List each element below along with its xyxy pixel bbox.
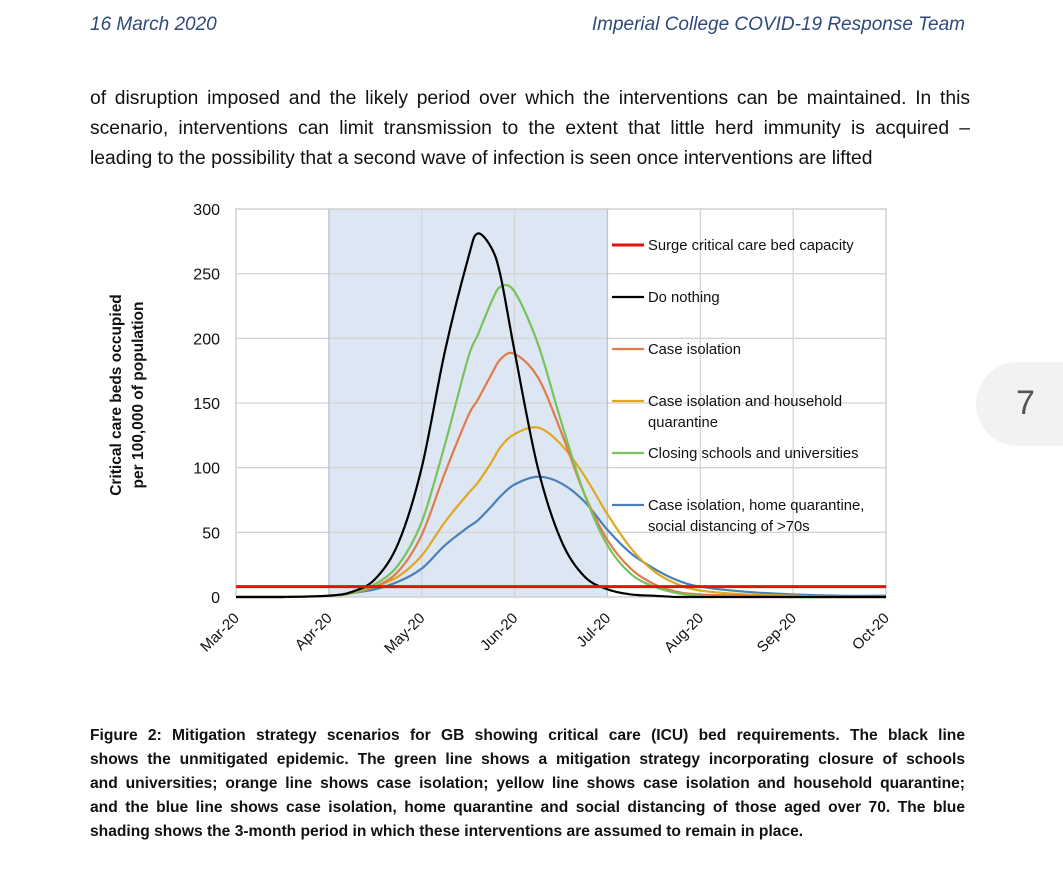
caption-line: shading shows the 3-month period in whic… [90,823,804,840]
legend-label: quarantine [648,415,718,431]
y-tick-label: 0 [211,590,220,607]
page-number: 7 [1016,384,1035,422]
header-organization: Imperial College COVID-19 Response Team [591,14,965,35]
x-tick-label: Jul-20 [573,610,614,651]
legend-label: Closing schools and universities [648,446,859,462]
x-tick-label: Aug-20 [661,610,707,656]
body-line: of disruption imposed and the likely per… [90,88,970,109]
y-tick-label: 200 [193,331,220,348]
legend-label: Surge critical care bed capacity [648,238,854,254]
legend-label: Case isolation, home quarantine, [648,498,864,514]
y-tick-label: 50 [202,525,220,542]
page-number-tab [976,362,1063,446]
body-paragraph: of disruption imposed and the likely per… [90,84,970,174]
series-line-do-nothing [235,232,886,599]
legend-label: Do nothing [648,290,720,306]
caption-line: shows the unmitigated epidemic. The gree… [90,751,965,768]
y-tick-label: 100 [193,461,220,478]
icu-beds-line-chart: 0 50 100 150 200 250 300 Mar-20 Apr-20 May-20 Jun-… [193,202,893,657]
x-tick-label: Sep-20 [754,610,800,656]
body-line: leading to the possibility that a second… [90,148,873,169]
legend-label: Case isolation and household [648,394,842,410]
y-tick-label: 250 [193,267,220,284]
figure-caption: Figure 2: Mitigation strategy scenarios … [90,724,965,844]
x-tick-label: Apr-20 [292,610,336,654]
x-tick-label: May-20 [381,610,428,657]
caption-line: and universities; orange line shows case… [90,775,965,792]
y-tick-label: 150 [193,396,220,413]
header-date: 16 March 2020 [90,14,217,35]
legend-label: Case isolation [648,342,741,358]
legend-label: social distancing of >70s [648,519,810,535]
x-tick-label: Jun-20 [477,610,521,654]
x-tick-label: Mar-20 [197,610,243,656]
plot-border [235,208,887,598]
y-tick-label: 300 [193,202,220,219]
body-line: scenario, interventions can limit transm… [90,118,970,139]
caption-line: and the blue line shows case isolation, … [90,799,965,816]
caption-line: Figure 2: Mitigation strategy scenarios … [90,727,965,744]
series-line-closing-schools-and-universities [235,283,886,599]
x-tick-label: Oct-20 [849,610,893,654]
